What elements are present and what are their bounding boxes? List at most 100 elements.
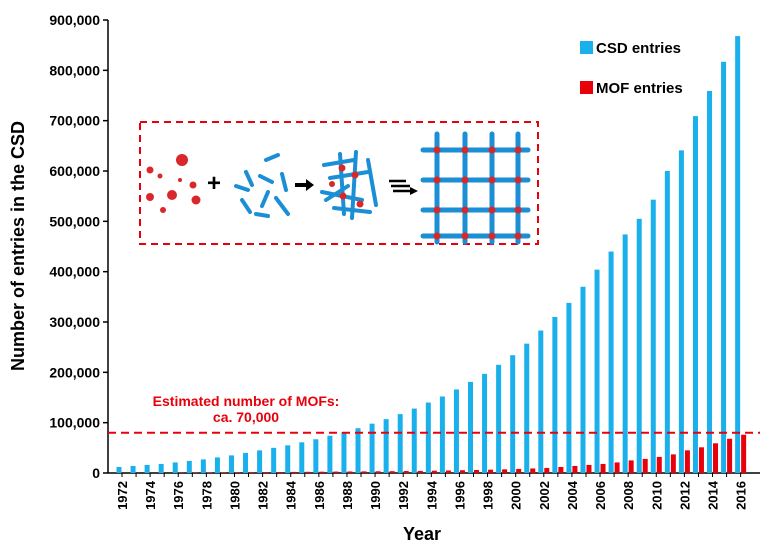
x-tick-label: 1972 xyxy=(115,481,130,510)
bar-csd xyxy=(285,445,291,473)
bar-mof xyxy=(502,469,508,473)
bars-group xyxy=(116,36,747,474)
bar-mof xyxy=(263,472,269,473)
x-tick-label: 1992 xyxy=(396,481,411,510)
legend-swatch-csd xyxy=(580,41,593,54)
bar-mof xyxy=(488,469,494,473)
y-tick-label: 300,000 xyxy=(49,314,100,330)
bar-csd xyxy=(608,251,614,473)
bar-mof xyxy=(249,472,255,473)
bar-csd xyxy=(228,455,234,473)
bar-mof xyxy=(234,472,240,473)
x-tick-label: 2014 xyxy=(706,480,721,510)
bar-mof xyxy=(459,470,465,473)
inset-frame xyxy=(139,121,539,245)
x-tick-label: 1976 xyxy=(171,481,186,510)
bar-csd xyxy=(411,408,417,473)
bar-csd xyxy=(664,171,670,473)
bar-mof xyxy=(347,471,353,473)
y-tick-label: 100,000 xyxy=(49,415,100,431)
y-tick-label: 0 xyxy=(92,465,100,481)
x-tick-label: 2010 xyxy=(649,481,664,510)
bar-mof xyxy=(319,471,325,473)
bar-csd xyxy=(636,218,642,473)
bar-mof xyxy=(445,470,451,473)
cluster-icon xyxy=(320,150,378,220)
bar-csd xyxy=(158,463,164,473)
bar-csd xyxy=(257,450,263,473)
bar-csd xyxy=(678,150,684,473)
bar-csd xyxy=(566,302,572,473)
bar-csd xyxy=(510,355,516,473)
bar-mof xyxy=(713,443,719,473)
legend: CSD entries MOF entries xyxy=(580,40,683,97)
x-tick-label: 1998 xyxy=(481,481,496,510)
x-tick-label: 2008 xyxy=(621,481,636,510)
bar-csd xyxy=(482,373,488,473)
x-tick-label: 2000 xyxy=(509,481,524,510)
y-tick-labels: 0 100,000 200,000 300,000 400,000 500,000 600,… xyxy=(49,12,108,481)
bar-mof xyxy=(614,462,620,473)
linkers-icon xyxy=(234,153,290,218)
bar-csd xyxy=(594,269,600,473)
bar-mof xyxy=(333,471,339,473)
bar-mof xyxy=(417,470,423,473)
bar-csd xyxy=(327,435,333,473)
bar-mof xyxy=(530,468,536,473)
bar-csd xyxy=(735,36,741,474)
bar-csd xyxy=(144,464,150,473)
x-tick-labels: 1972 1974 1976 1978 1980 1982 1984 1986 1988 1990… xyxy=(115,473,749,510)
bar-mof xyxy=(741,434,747,473)
x-tick-label: 1974 xyxy=(143,480,158,510)
bar-csd xyxy=(496,364,502,473)
bar-csd xyxy=(538,330,544,473)
legend-swatch-mof xyxy=(580,81,593,94)
bar-mof xyxy=(628,460,634,473)
bar-mof xyxy=(600,463,606,473)
bar-mof xyxy=(305,471,311,473)
mof-assembly-illustration: + xyxy=(139,121,539,245)
bar-mof xyxy=(431,470,437,473)
bar-csd xyxy=(355,428,361,473)
x-tick-label: 2006 xyxy=(593,481,608,510)
bar-csd xyxy=(341,432,347,473)
bar-mof xyxy=(670,454,676,473)
bar-csd xyxy=(692,116,698,474)
bar-mof xyxy=(544,467,550,473)
bar-mof xyxy=(206,472,212,473)
bar-csd xyxy=(383,419,389,473)
bar-csd xyxy=(200,459,206,473)
x-tick-label: 1990 xyxy=(368,481,383,510)
x-tick-label: 1982 xyxy=(256,481,271,510)
bar-csd xyxy=(707,90,713,473)
plus-icon: + xyxy=(207,170,221,197)
bar-csd xyxy=(650,199,656,473)
y-tick-label: 200,000 xyxy=(49,364,100,380)
bar-csd xyxy=(580,286,586,473)
bar-mof xyxy=(361,471,367,473)
x-tick-label: 1988 xyxy=(340,481,355,510)
bar-mof xyxy=(389,471,395,473)
x-tick-label: 1994 xyxy=(424,480,439,510)
bar-csd xyxy=(622,234,628,473)
y-tick-label: 900,000 xyxy=(49,12,100,28)
bar-csd xyxy=(313,439,319,473)
x-tick-label: 2016 xyxy=(734,481,749,510)
mof-estimate-label-line2: ca. 70,000 xyxy=(213,409,279,425)
bar-csd xyxy=(243,452,249,473)
bar-csd xyxy=(271,447,277,473)
bar-mof xyxy=(474,469,479,473)
bar-csd xyxy=(721,61,727,473)
bar-mof xyxy=(277,471,283,473)
x-tick-label: 2012 xyxy=(677,481,692,510)
bar-csd xyxy=(425,402,431,473)
legend-label-mof: MOF entries xyxy=(596,80,683,97)
bar-csd xyxy=(468,381,473,473)
x-tick-label: 1986 xyxy=(312,481,327,510)
x-tick-label: 2002 xyxy=(537,481,552,510)
bar-mof xyxy=(516,468,522,473)
cluster-nodes xyxy=(329,164,364,208)
y-tick-label: 700,000 xyxy=(49,113,100,129)
x-tick-label: 1984 xyxy=(284,480,299,510)
y-tick-label: 500,000 xyxy=(49,213,100,229)
